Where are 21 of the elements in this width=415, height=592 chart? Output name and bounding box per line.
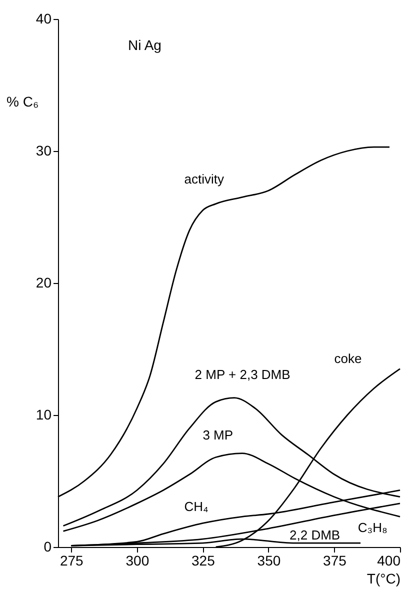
x-tick-label: 375 (323, 552, 347, 568)
y-tick-label: 0 (44, 538, 52, 554)
series-label: 2,2 DMB (290, 527, 340, 542)
x-tick-label: 300 (126, 552, 150, 568)
series-label: 3 MP (202, 428, 234, 443)
x-tick-label: 275 (60, 552, 84, 568)
series-label: CH₄ (184, 499, 208, 514)
y-tick-label: 20 (36, 274, 52, 290)
y-tick-label: 30 (36, 142, 52, 158)
y-tick-label: 40 (36, 10, 52, 26)
series-label: 2 MP + 2,3 DMB (194, 367, 290, 382)
y-tick-label: 10 (36, 406, 52, 422)
y-axis-title: % C₆ (6, 94, 39, 110)
text: Ni Ag (128, 37, 162, 53)
series-label: C₃H₈ (358, 520, 388, 536)
series-label: coke (334, 351, 362, 366)
series-label: activity (184, 172, 225, 187)
x-tick-label: 325 (192, 552, 216, 568)
x-axis-title: T(°C) (366, 570, 400, 586)
x-tick-label: 400 (377, 552, 401, 568)
x-tick-label: 350 (257, 552, 281, 568)
